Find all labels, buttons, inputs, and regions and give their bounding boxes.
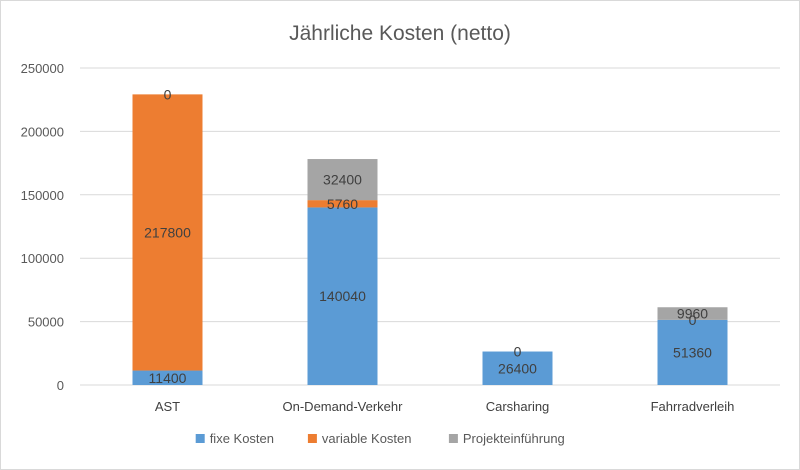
y-axis: 0 50000 100000 150000 200000 250000 [21, 61, 64, 393]
legend-label: Projekteinführung [463, 431, 565, 446]
data-label: 0 [514, 344, 522, 360]
bar-fixe-kosten [307, 207, 378, 385]
bar-fixe-kosten [482, 351, 553, 385]
x-category-label: Fahrradverleih [651, 399, 735, 414]
bar-variable-kosten [307, 200, 378, 208]
data-label: 5760 [327, 196, 358, 212]
data-label: 0 [689, 312, 697, 328]
bar-fixe-kosten [657, 319, 728, 385]
x-category-label: On-Demand-Verkehr [283, 399, 404, 414]
legend-label: fixe Kosten [210, 431, 274, 446]
x-category-label: AST [155, 399, 180, 414]
data-label: 26400 [498, 360, 537, 376]
bar-variable-kosten [132, 94, 203, 371]
bar-projekteinführung [657, 307, 728, 320]
y-tick-label: 200000 [21, 124, 64, 139]
bar-fixe-kosten [132, 370, 203, 385]
y-tick-label: 100000 [21, 251, 64, 266]
data-label: 9960 [677, 306, 708, 322]
data-label: 32400 [323, 172, 362, 188]
legend-swatch [195, 434, 205, 443]
y-tick-label: 50000 [28, 315, 64, 330]
bars [132, 94, 728, 385]
data-label: 217800 [144, 224, 191, 240]
x-axis: AST On-Demand-Verkehr Carsharing Fahrradver… [155, 399, 735, 414]
legend-swatch [307, 434, 317, 443]
legend: fixe Kosten variable Kosten Projekteinführ… [195, 431, 565, 446]
data-label: 11400 [149, 370, 187, 386]
data-label: 140040 [319, 288, 366, 304]
chart-title: Jährliche Kosten (netto) [289, 22, 511, 45]
y-tick-label: 150000 [21, 188, 64, 203]
y-tick-label: 0 [57, 378, 64, 393]
data-label: 0 [164, 86, 172, 102]
y-tick-label: 250000 [21, 61, 64, 76]
legend-label: variable Kosten [322, 431, 412, 446]
data-label: 51360 [673, 344, 712, 360]
bar-projekteinführung [307, 159, 378, 201]
legend-swatch [448, 434, 458, 443]
x-category-label: Carsharing [486, 399, 550, 414]
